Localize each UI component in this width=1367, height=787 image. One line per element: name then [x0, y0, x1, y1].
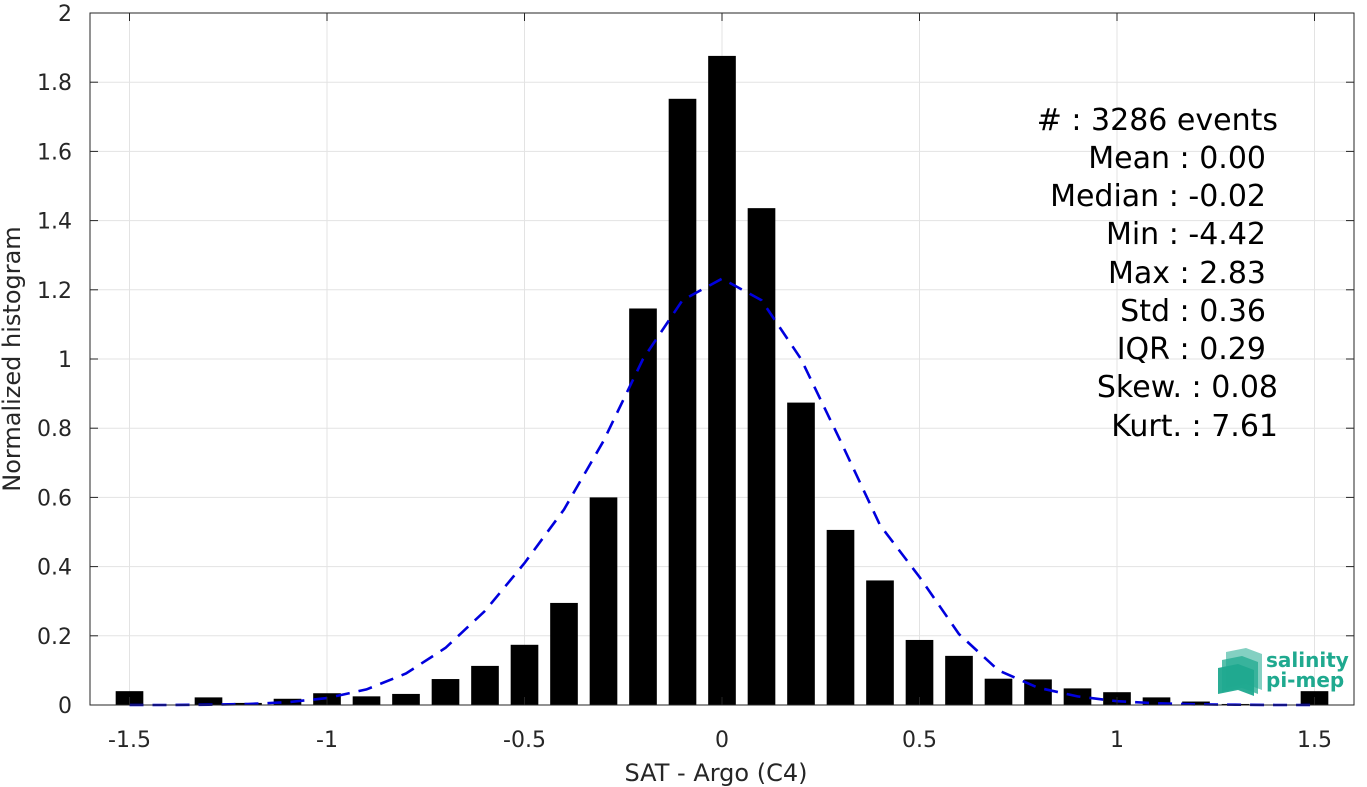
histogram-bar: [984, 678, 1013, 705]
histogram-bar: [471, 665, 499, 705]
histogram-bar: [747, 208, 776, 706]
stat-std: Std : 0.36: [1120, 294, 1266, 329]
x-tick-label: -1.5: [108, 728, 151, 753]
histogram-bar: [945, 655, 973, 705]
y-tick-label: 2: [58, 2, 72, 27]
histogram-bar: [1142, 697, 1171, 705]
x-tick-label: 1.5: [1297, 728, 1332, 753]
y-tick-label: 0.2: [37, 625, 72, 650]
histogram-bar: [1182, 701, 1210, 705]
histogram-bar: [431, 679, 460, 705]
x-tick-label: -0.5: [503, 728, 546, 753]
x-tick-label: 0: [715, 728, 729, 753]
y-tick-label: 1.8: [37, 71, 72, 96]
x-axis-label: SAT - Argo (C4): [625, 759, 808, 787]
histogram-bar: [905, 639, 934, 705]
stat-min: Min : -4.42: [1106, 217, 1266, 252]
stat-count: # : 3286 events: [1037, 103, 1278, 138]
y-tick-label: 0.4: [37, 556, 72, 581]
statistics-block: # : 3286 events Mean : 0.00 Median : -0.…: [1037, 103, 1278, 444]
y-tick-label: 1.4: [37, 210, 72, 235]
y-tick-label: 0.6: [37, 486, 72, 511]
stat-max: Max : 2.83: [1108, 256, 1266, 291]
stat-kurt: Kurt. : 7.61: [1111, 409, 1278, 444]
histogram-bars: [115, 55, 1329, 706]
histogram-bar: [668, 98, 697, 706]
histogram-bar: [629, 308, 657, 705]
x-tick-label: 0.5: [902, 728, 937, 753]
stat-mean: Mean : 0.00: [1088, 141, 1266, 176]
histogram-bar: [273, 698, 302, 705]
x-axis-ticks: -1.5 -1 -0.5 0 0.5 1 1.5: [108, 13, 1332, 753]
logo-line1: salinity: [1266, 648, 1349, 672]
y-tick-label: 1.2: [37, 279, 72, 304]
histogram-bar: [510, 644, 539, 705]
histogram-bar: [352, 696, 381, 705]
y-axis-label: Normalized histogram: [0, 226, 26, 491]
histogram-bar: [826, 529, 855, 705]
stat-median: Median : -0.02: [1050, 179, 1266, 214]
histogram-bar: [708, 55, 736, 706]
x-tick-label: -1: [316, 728, 338, 753]
histogram-bar: [194, 697, 223, 705]
stat-skew: Skew. : 0.08: [1097, 370, 1278, 405]
x-tick-label: 1: [1110, 728, 1124, 753]
y-tick-label: 0.8: [37, 417, 72, 442]
logo-line2: pi-mep: [1266, 668, 1344, 692]
y-tick-label: 1.6: [37, 140, 72, 165]
y-tick-label: 1: [58, 348, 72, 373]
waves-icon: [1218, 648, 1262, 696]
y-axis-ticks: 0 0.2 0.4 0.6 0.8 1 1.2 1.4 1.6 1.8 2: [37, 2, 1354, 719]
salinity-pi-mep-logo: salinity pi-mep: [1218, 648, 1349, 696]
histogram-bar: [550, 602, 578, 705]
histogram-bar: [589, 497, 618, 705]
stat-iqr: IQR : 0.29: [1117, 332, 1266, 367]
histogram-bar: [392, 693, 420, 705]
y-tick-label: 0: [58, 694, 72, 719]
histogram-bar: [866, 580, 894, 705]
histogram-bar: [787, 402, 815, 705]
